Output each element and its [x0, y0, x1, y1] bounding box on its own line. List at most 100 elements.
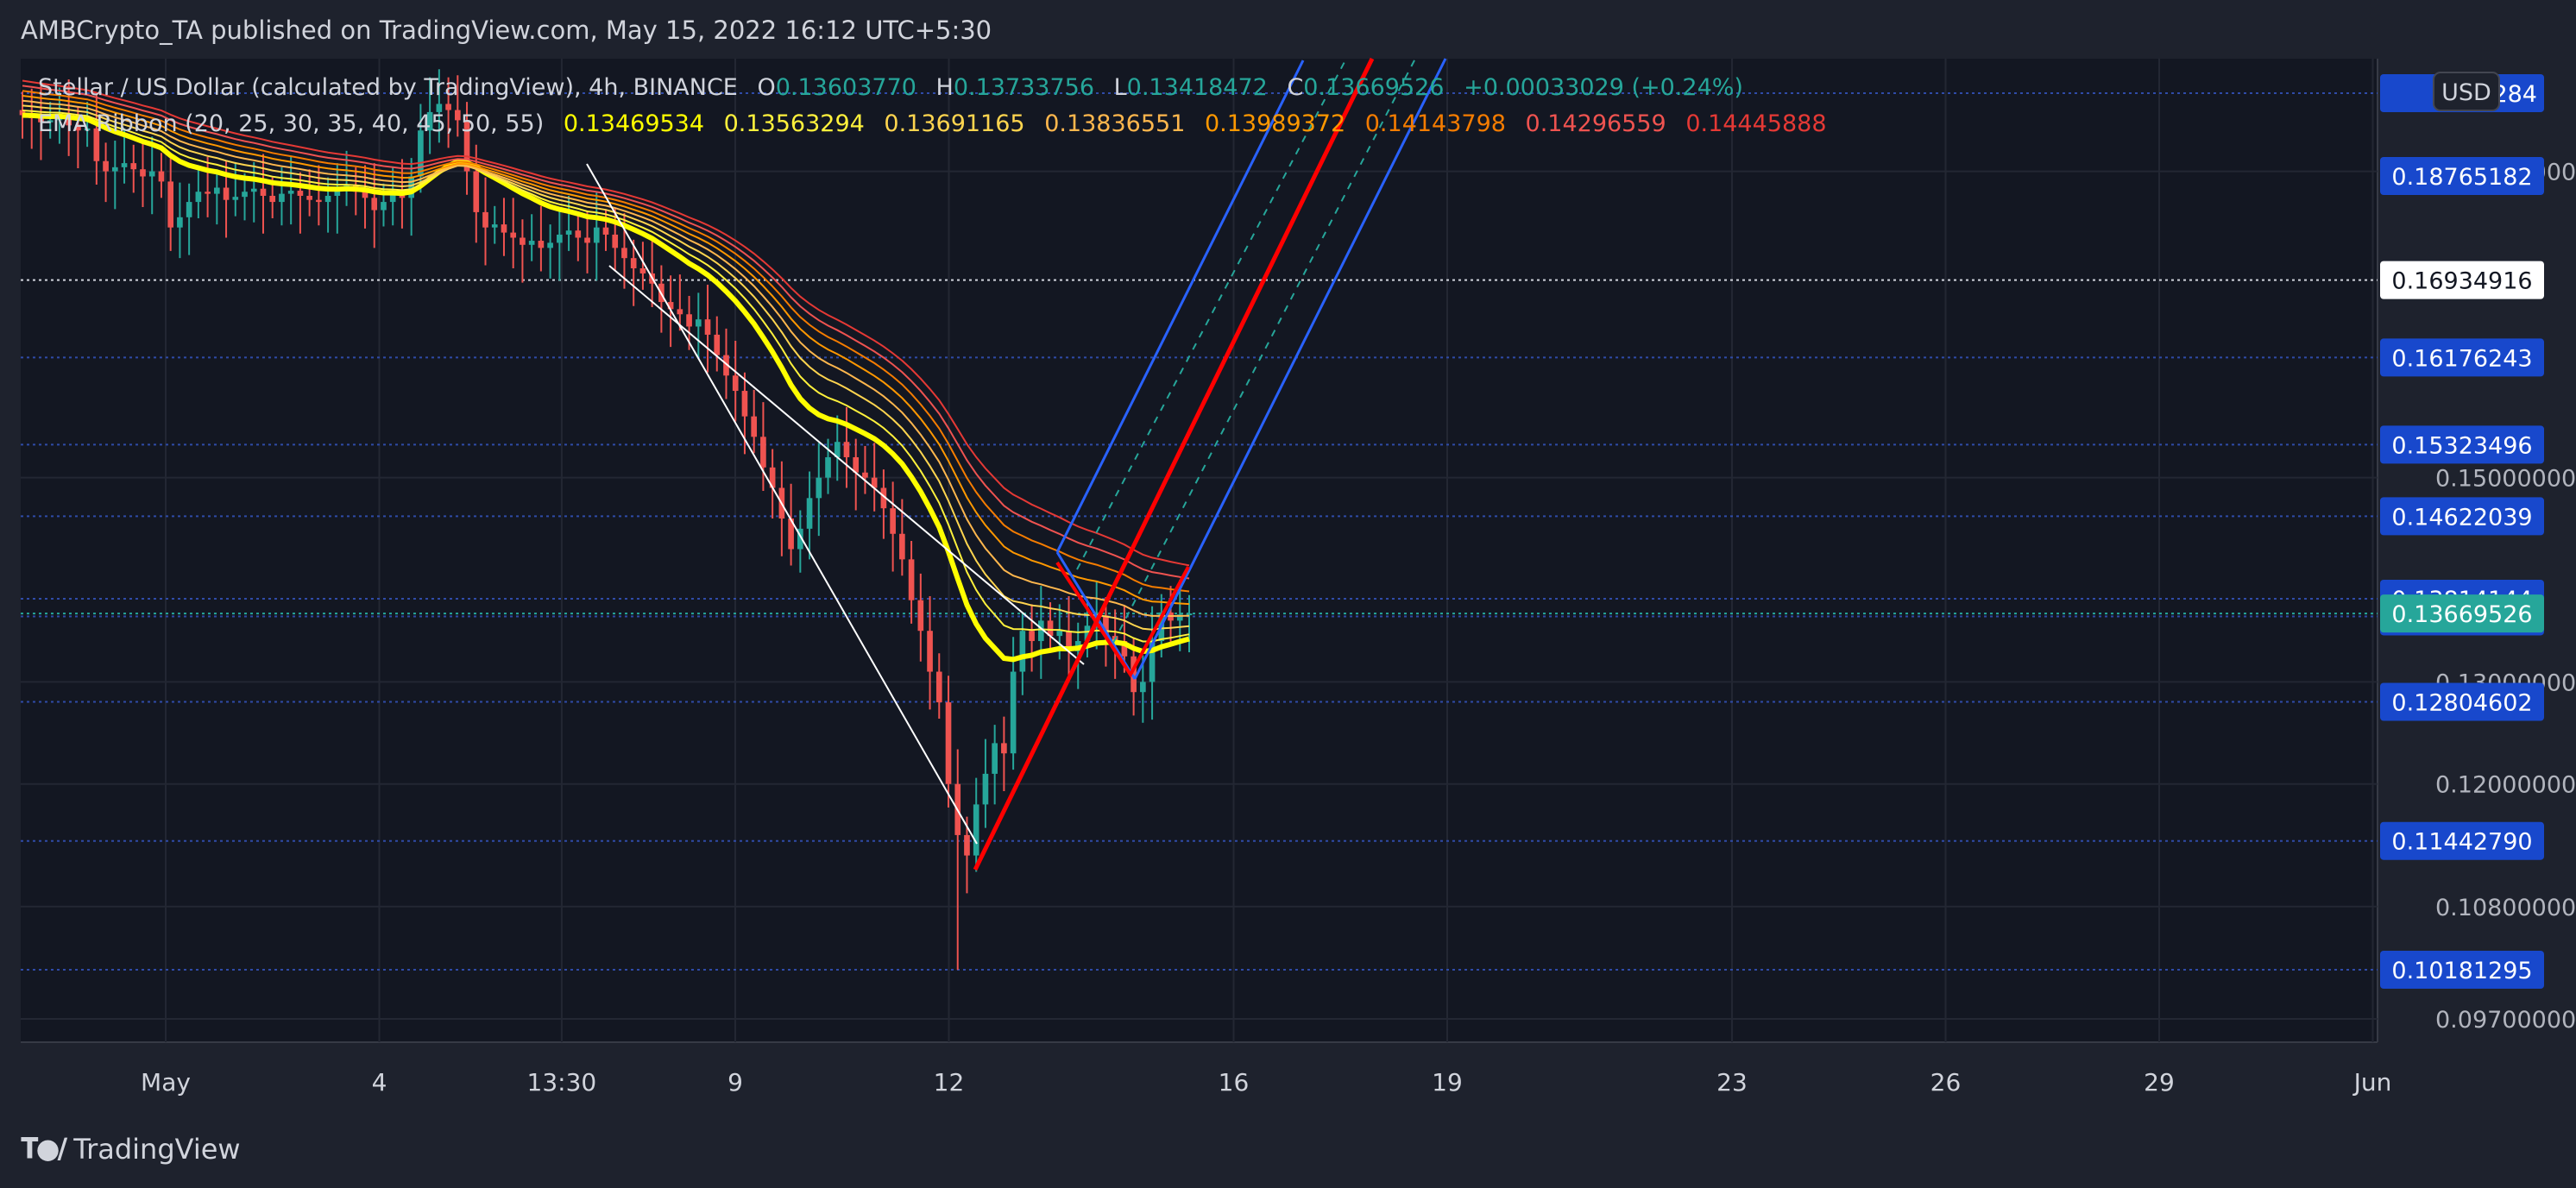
candle-body	[1131, 656, 1137, 693]
channel-lower-line	[1133, 58, 1447, 680]
candle-body	[1066, 631, 1072, 651]
candle-body	[899, 533, 905, 560]
y-tick-label: 0.10800000	[2435, 895, 2576, 921]
ema-value-25: 0.13563294	[723, 110, 865, 137]
candle-body	[389, 193, 396, 203]
ema-line-25	[22, 110, 1190, 643]
candle-body	[482, 211, 488, 228]
candle-body	[751, 416, 758, 437]
tradingview-brand[interactable]: 𝐓●∕ TradingView	[21, 1132, 241, 1166]
candle-body	[760, 437, 766, 468]
candle-body	[501, 224, 507, 233]
candle-body	[418, 130, 424, 177]
x-tick-label: 26	[1930, 1068, 1962, 1097]
level-price-label-bg	[2380, 951, 2544, 989]
candle-body	[1001, 743, 1007, 754]
candle-body	[677, 309, 683, 315]
candle-body	[612, 234, 619, 248]
x-tick-label: 9	[727, 1068, 743, 1097]
ema-value-55: 0.14445888	[1685, 110, 1827, 137]
candle-body	[306, 195, 312, 200]
candle-body	[1140, 682, 1146, 693]
x-tick-label: 19	[1432, 1068, 1463, 1097]
candle-body	[602, 227, 609, 235]
candle-body	[908, 559, 915, 600]
candle-body	[381, 202, 387, 211]
candle-body	[584, 237, 590, 243]
candle-body	[714, 334, 721, 355]
candle-body	[269, 195, 276, 203]
wedge-lower-line	[608, 265, 1085, 665]
candle-body	[19, 110, 26, 116]
candle-body	[825, 456, 831, 478]
y-tick-label: 0.12000000	[2435, 772, 2576, 799]
candle-body	[695, 319, 702, 327]
low-label: L	[1113, 74, 1127, 101]
current-price-label-bg	[2380, 594, 2544, 633]
x-tick-label: 23	[1716, 1068, 1748, 1097]
level-price-label-bg	[2380, 338, 2544, 377]
candle-body	[630, 258, 637, 269]
candle-body	[232, 197, 239, 200]
candle-body	[843, 442, 850, 457]
candle-body	[334, 189, 341, 196]
ema-value-35: 0.13836551	[1044, 110, 1186, 137]
candle-body	[195, 192, 202, 203]
candle-body	[148, 171, 155, 177]
candle-body	[1019, 631, 1026, 672]
tradingview-logo-icon: 𝐓●∕	[21, 1132, 67, 1165]
level-price-label-bg	[2380, 157, 2544, 195]
candle-body	[38, 118, 44, 123]
close-value: 0.13669526	[1303, 74, 1445, 101]
candle-body	[205, 192, 211, 194]
candle-body	[316, 199, 322, 203]
candle-body	[260, 188, 267, 196]
candle-body	[158, 171, 165, 182]
candle-body	[436, 104, 443, 112]
candle-body	[473, 171, 480, 212]
candle-body	[927, 631, 933, 672]
ema-line-35	[22, 99, 1190, 618]
candle-body	[964, 834, 970, 856]
ema-line-55	[22, 79, 1190, 567]
candle-body	[186, 202, 192, 217]
channel-base-line	[1055, 551, 1137, 680]
x-tick-label: May	[141, 1068, 191, 1097]
low-value: 0.13418472	[1126, 74, 1268, 101]
candle-body	[834, 442, 841, 457]
candle-body	[111, 167, 118, 172]
pitchfork-handle	[1055, 561, 1190, 678]
candle-body	[973, 804, 979, 856]
candle-body	[250, 188, 257, 192]
candle-body	[454, 110, 461, 121]
channel-upper-line	[1055, 60, 1305, 553]
x-tick-label: Jun	[2352, 1068, 2392, 1097]
ema-line-50	[22, 85, 1190, 580]
level-price-suffix: 284	[2492, 81, 2537, 108]
candle-body	[520, 237, 526, 245]
candle-body	[177, 217, 183, 228]
candle-body	[167, 181, 174, 228]
candle-body	[741, 391, 748, 417]
ema-value-45: 0.14143798	[1364, 110, 1506, 137]
close-label: C	[1287, 74, 1304, 101]
publisher-line: AMBCrypto_TA published on TradingView.co…	[21, 16, 992, 45]
candle-body	[639, 268, 646, 273]
candle-body	[982, 773, 989, 805]
brand-label: TradingView	[73, 1132, 241, 1166]
candle-body	[93, 128, 100, 161]
candle-body	[806, 498, 813, 529]
candle-body	[297, 191, 304, 196]
ema-value-40: 0.13989372	[1204, 110, 1346, 137]
candle-body	[769, 467, 776, 488]
candle-body	[1121, 641, 1128, 657]
candle-body	[1149, 641, 1156, 682]
y-tick-label: 0.15000000	[2435, 466, 2576, 493]
level-price-label: 0.10181295	[2391, 958, 2532, 984]
candle-body	[491, 224, 498, 228]
high-value: 0.13733756	[953, 74, 1095, 101]
candle-body	[880, 487, 887, 509]
current-price-label: 0.13669526	[2391, 601, 2532, 628]
ema-value-30: 0.13691165	[884, 110, 1025, 137]
